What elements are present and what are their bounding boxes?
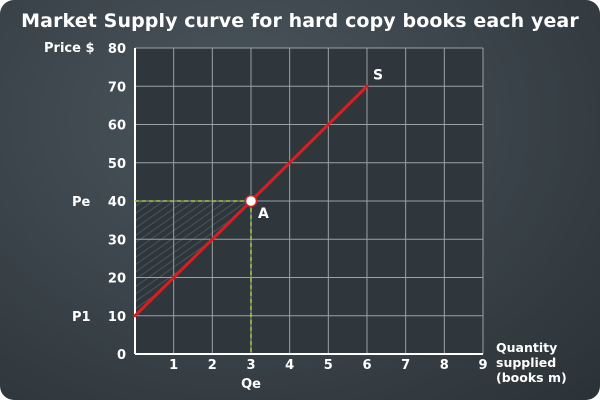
y-tick-label: 80: [108, 42, 126, 57]
equilibrium-point: [244, 194, 258, 208]
y-tick-label: 0: [117, 348, 126, 363]
y-tick-label: 50: [108, 157, 126, 172]
x-tick-label: 2: [208, 358, 217, 373]
x-tick-label: 4: [285, 358, 294, 373]
x-tick-label: 3: [246, 358, 255, 373]
y-tick-label: 20: [108, 272, 126, 287]
x-tick-label: 9: [478, 358, 487, 373]
y-axis-title: Price $: [44, 41, 95, 56]
x-tick-label: 8: [440, 358, 449, 373]
pe-label: Pe: [72, 195, 91, 210]
x-axis-title-line: supplied: [496, 355, 556, 370]
qe-label: Qe: [241, 377, 261, 392]
y-tick-label: 70: [108, 80, 126, 95]
y-tick-label: 10: [108, 310, 126, 325]
x-axis-title-line: (books m): [496, 370, 567, 385]
x-tick-label: 1: [169, 358, 178, 373]
y-tick-label: 60: [108, 119, 126, 134]
supply-curve-label: S: [373, 67, 383, 83]
y-tick-label: 40: [108, 195, 126, 210]
x-tick-label: 6: [362, 358, 371, 373]
equilibrium-point-label: A: [258, 206, 269, 222]
x-tick-label: 7: [401, 358, 410, 373]
chart-title: Market Supply curve for hard copy books …: [21, 10, 579, 32]
y-tick-label: 30: [108, 233, 126, 248]
p1-label: P1: [72, 310, 91, 325]
x-axis-title-line: Quantity: [496, 340, 557, 355]
x-tick-label: 5: [324, 358, 333, 373]
